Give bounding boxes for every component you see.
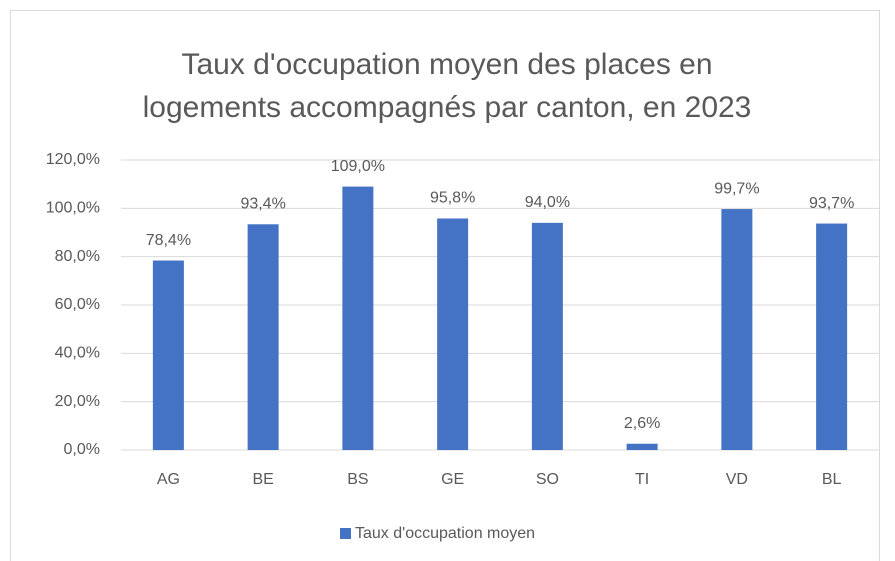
bar <box>531 222 563 450</box>
bar <box>342 186 374 451</box>
x-tick-label: GE <box>441 471 464 488</box>
x-tick-label: TI <box>635 471 649 488</box>
x-tick-label: AG <box>157 471 180 488</box>
data-label: 93,7% <box>809 195 854 212</box>
data-label: 93,4% <box>240 196 285 213</box>
y-tick-label: 20,0% <box>55 393 100 410</box>
data-label: 2,6% <box>624 415 660 432</box>
bar <box>152 260 184 450</box>
data-label: 95,8% <box>430 190 475 207</box>
x-tick-label: BL <box>822 471 842 488</box>
x-tick-label: VD <box>726 471 748 488</box>
y-tick-label: 40,0% <box>55 345 100 362</box>
y-tick-label: 100,0% <box>46 200 100 217</box>
data-label: 109,0% <box>331 158 385 175</box>
bar <box>247 224 279 450</box>
data-label: 94,0% <box>525 194 570 211</box>
chart-title: logements accompagnés par canton, en 202… <box>143 91 752 124</box>
y-tick-label: 120,0% <box>46 151 100 168</box>
bar <box>721 209 753 450</box>
data-label: 78,4% <box>146 232 191 249</box>
bar <box>816 223 848 450</box>
legend-swatch <box>340 528 351 539</box>
x-tick-label: BE <box>252 471 273 488</box>
x-tick-label: SO <box>536 471 559 488</box>
legend-label: Taux d'occupation moyen <box>355 525 535 542</box>
x-tick-label: BS <box>347 471 368 488</box>
bar <box>626 443 658 450</box>
chart-title: Taux d'occupation moyen des places en <box>181 48 712 81</box>
y-tick-label: 80,0% <box>55 248 100 265</box>
y-tick-label: 0,0% <box>64 441 100 458</box>
y-tick-label: 60,0% <box>55 296 100 313</box>
bar <box>437 218 469 450</box>
data-label: 99,7% <box>714 180 759 197</box>
